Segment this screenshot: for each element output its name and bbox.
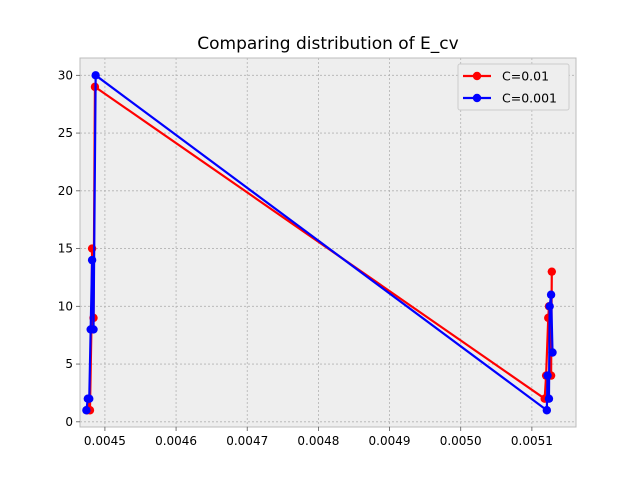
x-tick-label: 0.0047 (226, 434, 268, 448)
data-point (82, 406, 91, 415)
x-tick-label: 0.0048 (297, 434, 339, 448)
legend-marker (472, 93, 482, 103)
data-point (545, 302, 554, 311)
legend-marker (472, 71, 482, 81)
x-tick-label: 0.0045 (84, 434, 126, 448)
data-point (87, 255, 97, 265)
legend: C=0.01 C=0.001 (457, 63, 570, 111)
data-point (542, 406, 552, 415)
data-point (543, 371, 552, 380)
data-point (91, 71, 100, 80)
series-1 (82, 71, 557, 415)
data-point (547, 267, 557, 276)
axis-ticks: 0.0045 0.0046 0.0047 0.0048 0.0049 0.0050 0.00… (58, 68, 553, 448)
legend-label: C=0.01 (502, 69, 549, 84)
x-tick-label: 0.0049 (369, 434, 411, 448)
data-series (82, 71, 557, 415)
x-tick-label: 0.0051 (511, 434, 553, 448)
data-point (89, 325, 98, 334)
y-tick-label: 30 (58, 68, 73, 82)
plot-frame (79, 57, 577, 428)
legend-item: C=0.001 (463, 91, 557, 106)
x-tick-label: 0.0046 (155, 434, 197, 448)
y-tick-label: 0 (65, 415, 73, 429)
plot-background (80, 58, 576, 427)
legend-label: C=0.001 (502, 91, 557, 106)
y-tick-label: 10 (58, 299, 73, 313)
data-point (546, 290, 556, 299)
y-tick-label: 5 (65, 357, 73, 371)
data-point (85, 394, 94, 403)
y-tick-label: 15 (58, 242, 73, 256)
y-tick-label: 25 (58, 126, 73, 140)
chart-title: Comparing distribution of E_cv (197, 34, 458, 54)
data-point (548, 348, 557, 357)
data-point (544, 394, 554, 403)
y-tick-label: 20 (58, 184, 73, 198)
x-tick-label: 0.0050 (440, 434, 482, 448)
legend-item: C=0.01 (463, 69, 549, 84)
